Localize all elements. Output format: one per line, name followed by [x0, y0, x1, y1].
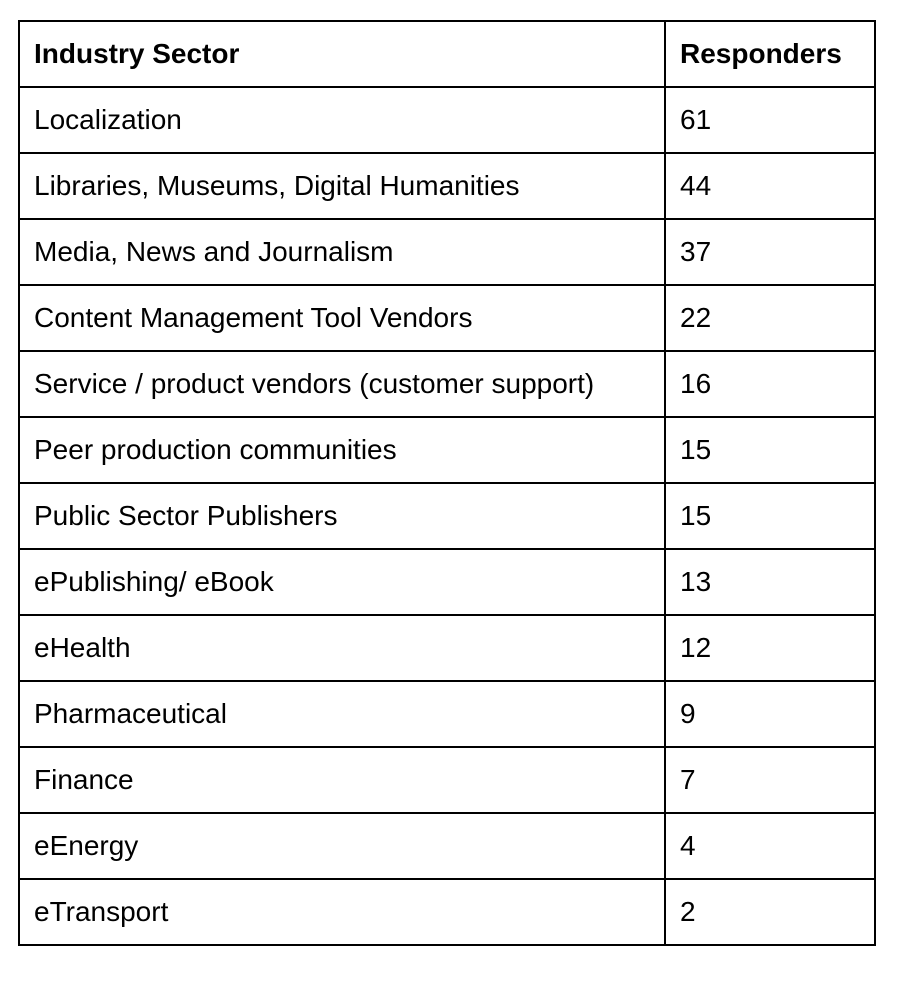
- table-row: Public Sector Publishers 15: [18, 482, 876, 550]
- sector-cell: ePublishing/ eBook: [18, 548, 666, 616]
- table-row: Libraries, Museums, Digital Humanities 4…: [18, 152, 876, 220]
- sector-cell: Finance: [18, 746, 666, 814]
- sector-cell: Public Sector Publishers: [18, 482, 666, 550]
- responders-cell: 61: [664, 86, 876, 154]
- table-row: ePublishing/ eBook 13: [18, 548, 876, 616]
- column-header-responders: Responders: [664, 20, 876, 88]
- sector-cell: Localization: [18, 86, 666, 154]
- sector-cell: Content Management Tool Vendors: [18, 284, 666, 352]
- sector-cell: Libraries, Museums, Digital Humanities: [18, 152, 666, 220]
- responders-cell: 37: [664, 218, 876, 286]
- table-row: eEnergy 4: [18, 812, 876, 880]
- sector-cell: eHealth: [18, 614, 666, 682]
- table-row: Media, News and Journalism 37: [18, 218, 876, 286]
- responders-cell: 44: [664, 152, 876, 220]
- responders-cell: 7: [664, 746, 876, 814]
- table-row: Content Management Tool Vendors 22: [18, 284, 876, 352]
- sector-cell: eEnergy: [18, 812, 666, 880]
- sector-cell: eTransport: [18, 878, 666, 946]
- responders-cell: 15: [664, 482, 876, 550]
- responders-cell: 22: [664, 284, 876, 352]
- responders-cell: 16: [664, 350, 876, 418]
- sector-cell: Pharmaceutical: [18, 680, 666, 748]
- column-header-sector: Industry Sector: [18, 20, 666, 88]
- table-row: eTransport 2: [18, 878, 876, 946]
- table-row: Pharmaceutical 9: [18, 680, 876, 748]
- sector-cell: Peer production communities: [18, 416, 666, 484]
- table-row: Localization 61: [18, 86, 876, 154]
- industry-sector-table: Industry Sector Responders Localization …: [18, 20, 876, 946]
- sector-cell: Media, News and Journalism: [18, 218, 666, 286]
- sector-cell: Service / product vendors (customer supp…: [18, 350, 666, 418]
- responders-cell: 2: [664, 878, 876, 946]
- responders-cell: 12: [664, 614, 876, 682]
- responders-cell: 15: [664, 416, 876, 484]
- header-row: Industry Sector Responders: [18, 20, 876, 88]
- table-row: eHealth 12: [18, 614, 876, 682]
- responders-cell: 4: [664, 812, 876, 880]
- table-row: Peer production communities 15: [18, 416, 876, 484]
- responders-cell: 9: [664, 680, 876, 748]
- responders-cell: 13: [664, 548, 876, 616]
- table-row: Service / product vendors (customer supp…: [18, 350, 876, 418]
- table-row: Finance 7: [18, 746, 876, 814]
